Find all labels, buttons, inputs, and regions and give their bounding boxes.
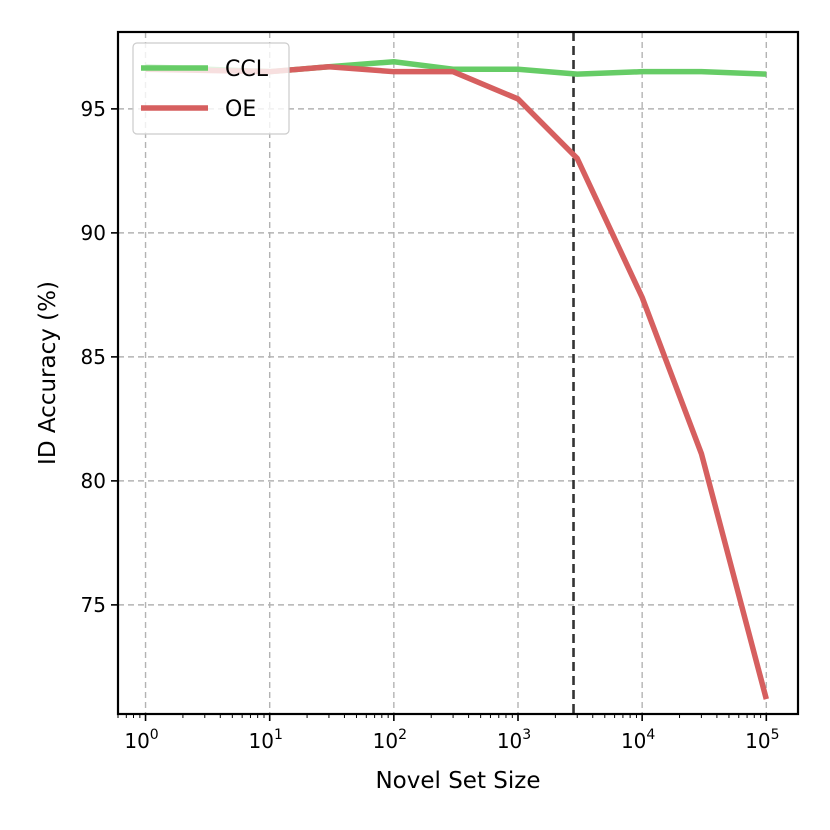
x-tick-label: 105: [745, 727, 779, 753]
series-layer: [145, 59, 769, 700]
legend-label-oe: OE: [225, 97, 256, 122]
y-tick-label: 90: [81, 221, 106, 245]
x-tick-label: 100: [124, 727, 158, 753]
legend: CCL OE: [132, 42, 290, 135]
y-tick-label: 85: [81, 345, 106, 369]
x-tick-label: 103: [497, 727, 531, 753]
y-tick-label: 95: [81, 97, 106, 121]
y-axis-ticks: 75 80 85 90 95: [81, 97, 118, 617]
y-axis-label: ID Accuracy (%): [35, 281, 61, 465]
x-tick-label: 101: [249, 727, 283, 753]
x-axis-ticks: 100 101 102 103 104 105: [124, 714, 779, 753]
plot-frame: [116, 30, 800, 716]
x-tick-label: 102: [373, 727, 407, 753]
x-tick-label: 104: [621, 727, 655, 753]
grid-lines: [118, 32, 798, 714]
series-line-oe: [145, 63, 769, 700]
x-axis-label: Novel Set Size: [375, 768, 540, 794]
legend-label-ccl: CCL: [225, 57, 269, 82]
y-tick-label: 80: [81, 469, 106, 493]
y-tick-label: 75: [81, 593, 106, 617]
